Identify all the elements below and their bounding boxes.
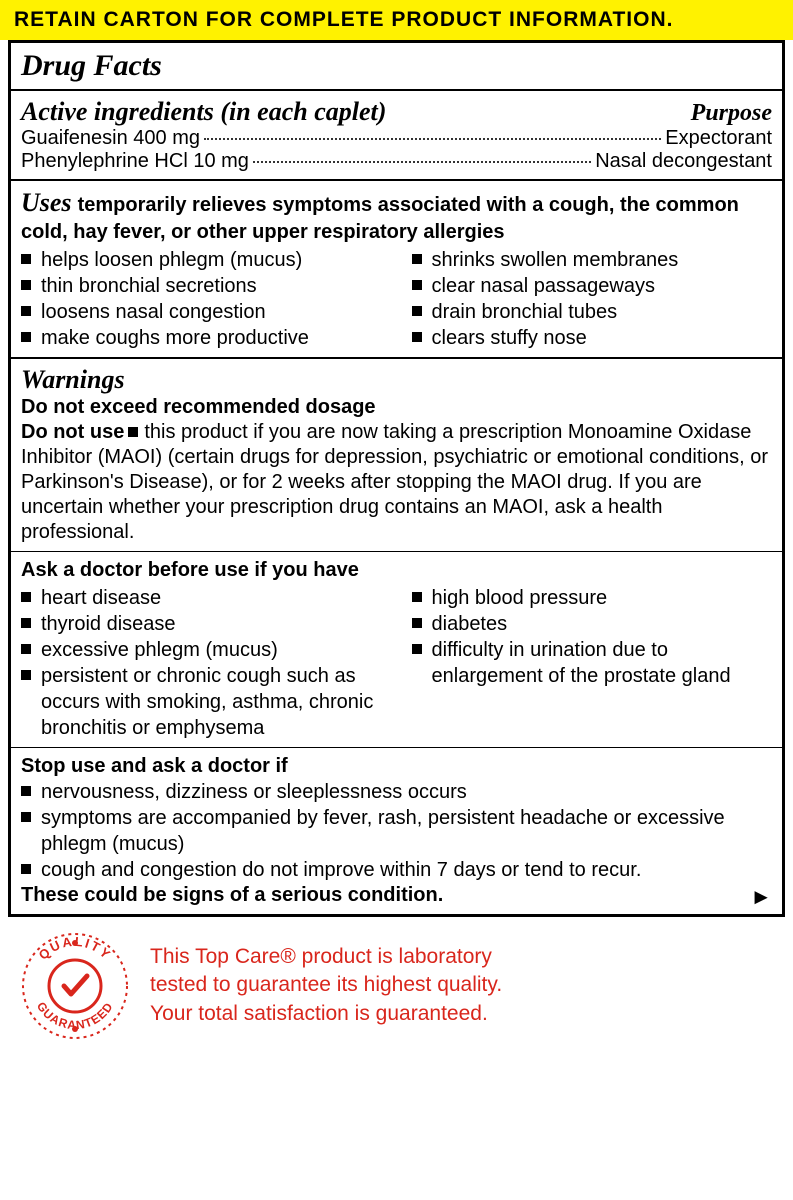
footer-line: This Top Care® product is laboratory: [150, 943, 502, 971]
svg-text:GUARANTEED: GUARANTEED: [34, 999, 116, 1032]
ask-heading: Ask a doctor before use if you have: [21, 558, 772, 583]
stop-list: nervousness, dizziness or sleeplessness …: [21, 779, 772, 883]
active-ingredients-section: Active ingredients (in each caplet) Purp…: [11, 91, 782, 181]
ingredient-name: Phenylephrine HCl 10 mg: [21, 150, 249, 173]
list-item: thyroid disease: [21, 611, 382, 637]
footer-text: This Top Care® product is laboratory tes…: [150, 943, 502, 1028]
stop-heading: Stop use and ask a doctor if: [21, 754, 772, 779]
uses-list-right: shrinks swollen membranes clear nasal pa…: [412, 247, 773, 351]
bullet-icon: [128, 427, 138, 437]
uses-heading: Uses: [21, 188, 72, 217]
uses-intro: temporarily relieves symptoms associated…: [21, 194, 739, 243]
uses-section: Usestemporarily relieves symptoms associ…: [11, 181, 782, 359]
ingredient-row: Phenylephrine HCl 10 mg Nasal decongesta…: [21, 150, 772, 173]
list-item: heart disease: [21, 585, 382, 611]
active-heading: Active ingredients (in each caplet): [21, 97, 386, 127]
footer-line: Your total satisfaction is guaranteed.: [150, 1000, 502, 1028]
list-item: high blood pressure: [412, 585, 773, 611]
title-section: Drug Facts: [11, 43, 782, 91]
ingredient-name: Guaifenesin 400 mg: [21, 127, 200, 150]
retain-banner: RETAIN CARTON FOR COMPLETE PRODUCT INFOR…: [0, 0, 793, 40]
dosage-warning: Do not exceed recommended dosage: [21, 395, 772, 420]
list-item: diabetes: [412, 611, 773, 637]
ingredient-purpose: Expectorant: [665, 127, 772, 150]
quality-seal-icon: QUALITY GUARANTEED: [20, 931, 130, 1041]
uses-list-left: helps loosen phlegm (mucus) thin bronchi…: [21, 247, 382, 351]
list-item: nervousness, dizziness or sleeplessness …: [21, 779, 772, 805]
ingredient-row: Guaifenesin 400 mg Expectorant: [21, 127, 772, 150]
list-item: clear nasal passageways: [412, 273, 773, 299]
list-item: shrinks swollen membranes: [412, 247, 773, 273]
list-item: helps loosen phlegm (mucus): [21, 247, 382, 273]
divider: [11, 551, 782, 552]
continue-arrow-icon: ►: [750, 883, 772, 911]
drug-facts-panel: Drug Facts Active ingredients (in each c…: [8, 40, 785, 917]
list-item: drain bronchial tubes: [412, 299, 773, 325]
svg-text:QUALITY: QUALITY: [36, 933, 115, 962]
footer: QUALITY GUARANTEED This Top Care® produc…: [0, 917, 793, 1055]
list-item: make coughs more productive: [21, 325, 382, 351]
divider: [11, 747, 782, 748]
do-not-use: Do not usethis product if you are now ta…: [21, 420, 772, 545]
drug-facts-title: Drug Facts: [21, 49, 772, 83]
ask-list-left: heart disease thyroid disease excessive …: [21, 585, 382, 741]
list-item: symptoms are accompanied by fever, rash,…: [21, 805, 772, 857]
list-item: excessive phlegm (mucus): [21, 637, 382, 663]
warnings-heading: Warnings: [21, 365, 772, 395]
dnu-text: this product if you are now taking a pre…: [21, 421, 768, 543]
list-item: persistent or chronic cough such as occu…: [21, 663, 382, 741]
footer-line: tested to guarantee its highest quality.: [150, 971, 502, 999]
stop-footer: These could be signs of a serious condit…: [21, 883, 772, 908]
ask-list-right: high blood pressure diabetes difficulty …: [412, 585, 773, 689]
dot-leader: [204, 138, 661, 140]
dot-leader: [253, 161, 591, 163]
list-item: thin bronchial secretions: [21, 273, 382, 299]
list-item: loosens nasal congestion: [21, 299, 382, 325]
ingredient-purpose: Nasal decongestant: [595, 150, 772, 173]
dnu-label: Do not use: [21, 421, 124, 443]
purpose-heading: Purpose: [691, 100, 772, 127]
list-item: clears stuffy nose: [412, 325, 773, 351]
warnings-section: Warnings Do not exceed recommended dosag…: [11, 359, 782, 914]
list-item: cough and congestion do not improve with…: [21, 857, 772, 883]
list-item: difficulty in urination due to enlargeme…: [412, 637, 773, 689]
